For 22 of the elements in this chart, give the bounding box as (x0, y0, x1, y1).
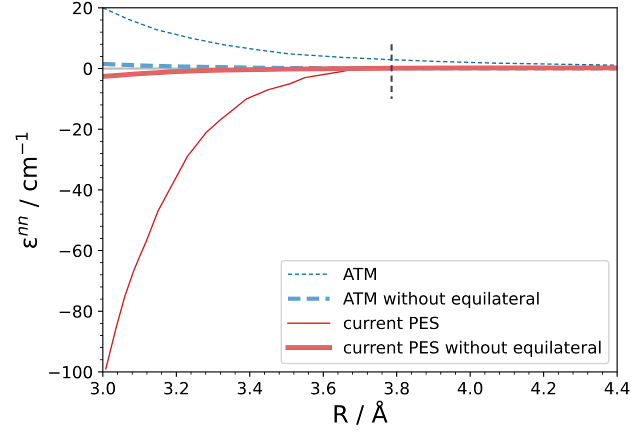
x-tick-label: 3.8 (384, 382, 409, 395)
y-tick-label: −100 (49, 366, 92, 378)
legend-label: ATM without equilateral (343, 292, 539, 308)
line-series (102, 65, 618, 79)
y-tick-label: −20 (60, 123, 92, 136)
x-tick-label: 3.6 (311, 382, 336, 395)
legend-label: current PES (344, 316, 439, 330)
y-axis-title: ε$^{nn}$ / cm$^{−1}$ (16, 132, 39, 248)
x-tick-label: 4.0 (458, 382, 482, 395)
y-tick-label: −40 (60, 184, 92, 196)
y-tick-label: 20 (73, 2, 92, 14)
x-tick-label: 3.4 (238, 382, 262, 395)
x-axis-title: R / Å (334, 400, 388, 425)
legend-label: current PES without equilateral (344, 340, 601, 357)
x-tick-label: 3.0 (90, 382, 115, 395)
legend-label: ATM (343, 268, 376, 280)
x-tick-label: 4.2 (531, 382, 556, 394)
x-tick-label: 4.4 (604, 382, 630, 394)
y-tick-label: −80 (60, 305, 92, 318)
x-tick-label: 3.2 (164, 382, 188, 395)
y-tick-label: 0 (84, 62, 92, 76)
y-tick-label: −60 (60, 244, 92, 258)
